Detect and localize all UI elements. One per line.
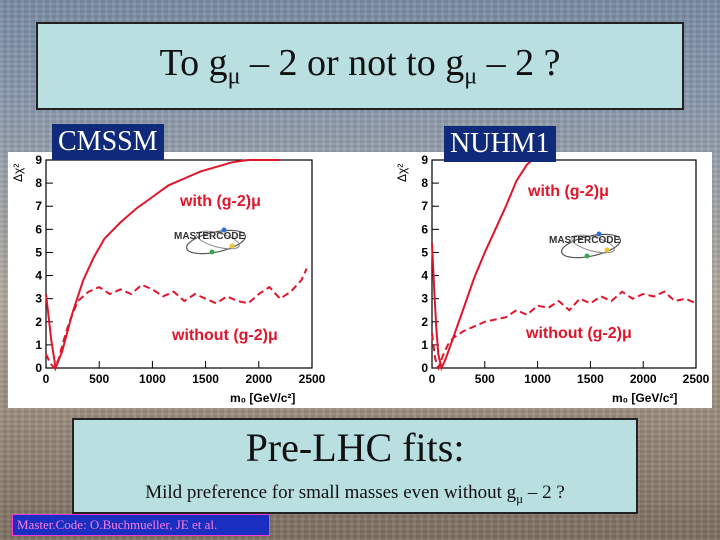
x-axis-label: m₀ [GeV/c²]	[612, 391, 677, 405]
logo-dot	[584, 253, 590, 259]
x-tick-label: 1500	[577, 372, 604, 386]
y-tick-label: 2	[421, 315, 428, 329]
curve-without-g2	[45, 268, 308, 370]
x-tick-label: 0	[429, 372, 436, 386]
y-tick-label: 9	[35, 153, 42, 167]
logo-dot	[209, 249, 215, 255]
slide-title: To gμ – 2 or not to gμ – 2 ?	[159, 42, 561, 90]
curve-with-g2	[431, 159, 533, 372]
logo-dot	[221, 227, 227, 233]
x-axis-label: m₀ [GeV/c²]	[230, 391, 295, 405]
logo-orbit	[196, 230, 240, 250]
y-tick-label: 5	[35, 245, 42, 259]
logo-dot	[596, 231, 602, 237]
y-tick-label: 7	[421, 199, 428, 213]
label-without-g2: without (g-2)μ	[525, 325, 632, 342]
cmssm-label: CMSSM	[52, 124, 164, 160]
logo-orbit	[571, 234, 615, 254]
x-tick-label: 2500	[299, 372, 326, 386]
curve-without-g2	[431, 290, 697, 371]
slide-title-box: To gμ – 2 or not to gμ – 2 ?	[36, 22, 684, 110]
y-tick-label: 2	[35, 315, 42, 329]
y-tick-label: 3	[421, 292, 428, 306]
y-axis-label: Δχ²	[395, 164, 409, 182]
summary-subtext: Mild preference for small masses even wi…	[145, 482, 565, 506]
mastercode-logo: MASTERCODE	[174, 227, 247, 255]
label-with-g2: with (g-2)μ	[527, 183, 609, 200]
logo-text: MASTERCODE	[549, 235, 620, 246]
y-tick-label: 6	[421, 222, 428, 236]
y-tick-label: 0	[35, 361, 42, 375]
label-with-g2: with (g-2)μ	[179, 193, 261, 210]
y-tick-label: 4	[421, 269, 428, 283]
logo-dot	[229, 243, 235, 249]
y-tick-label: 1	[35, 338, 42, 352]
nuhm1-label: NUHM1	[444, 126, 556, 162]
x-tick-label: 1500	[192, 372, 219, 386]
x-tick-label: 1000	[524, 372, 551, 386]
y-tick-label: 8	[421, 176, 428, 190]
y-tick-label: 9	[421, 153, 428, 167]
logo-text: MASTERCODE	[174, 231, 245, 242]
x-tick-label: 2000	[245, 372, 272, 386]
y-tick-label: 4	[35, 269, 42, 283]
y-tick-label: 8	[35, 176, 42, 190]
x-tick-label: 2000	[630, 372, 657, 386]
plot-frame	[45, 159, 313, 369]
y-tick-label: 1	[421, 338, 428, 352]
logo-dot	[604, 247, 610, 253]
summary-heading: Pre-LHC fits:	[245, 425, 465, 470]
credit-banner: Master.Code: O.Buchmueller, JE et al.	[12, 514, 270, 536]
chart-panel-cmssm: 0 500 1000 1500 2000 2500 0 1 2 3 4 5 6 7 8 9 m₀ [GeV/c²…	[11, 153, 326, 405]
y-tick-label: 5	[421, 245, 428, 259]
chart-panel-nuhm1: 0 500 1000 1500 2000 2500 0 1 2 3 4 5 6 7 8 9 m₀ [GeV/c²…	[395, 153, 710, 405]
x-tick-label: 500	[89, 372, 109, 386]
x-tick-label: 1000	[139, 372, 166, 386]
x-tick-label: 0	[43, 372, 50, 386]
label-without-g2: without (g-2)μ	[171, 327, 278, 344]
plot-background	[8, 152, 712, 408]
y-tick-label: 3	[35, 292, 42, 306]
y-axis-label: Δχ²	[11, 164, 25, 182]
mastercode-logo: MASTERCODE	[549, 231, 622, 259]
curve-with-g2	[45, 159, 281, 372]
y-tick-label: 0	[421, 361, 428, 375]
summary-box: Pre-LHC fits: Mild preference for small …	[72, 418, 638, 514]
y-tick-label: 7	[35, 199, 42, 213]
y-tick-label: 6	[35, 222, 42, 236]
x-tick-label: 2500	[683, 372, 710, 386]
x-tick-label: 500	[475, 372, 495, 386]
